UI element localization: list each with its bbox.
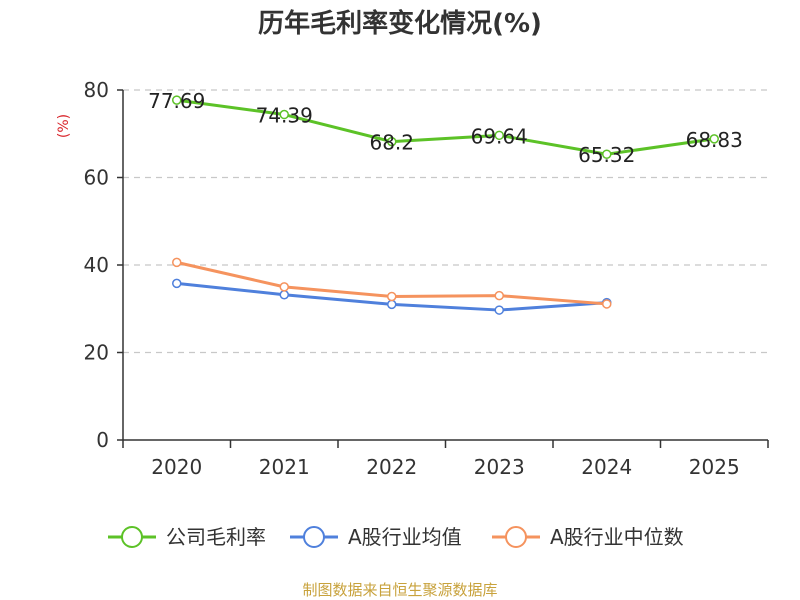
series-group [172,95,719,315]
x-tick-label-2025: 2025 [689,455,740,479]
series-2-point-2022 [387,291,397,302]
series-2-point-2020 [172,257,182,268]
data-label-2025: 68.83 [686,128,743,152]
series-1-point-2022 [387,299,397,310]
legend-label-2: A股行业中位数 [550,525,684,549]
legend-swatch-marker-0 [121,526,143,548]
series-1-point-2020 [172,278,182,289]
source-note: 制图数据来自恒生聚源数据库 [302,581,497,599]
x-tick-label-2022: 2022 [366,455,417,479]
series-0-point-2021 [279,109,289,120]
legend-label-0: 公司毛利率 [166,525,266,549]
series-0-point-2024 [602,149,612,159]
x-tick-label-2023: 2023 [474,455,525,479]
data-label-2022: 68.2 [369,131,414,155]
legend-item-2[interactable]: A股行业中位数 [492,525,684,549]
data-label-2021: 74.39 [256,104,313,128]
y-tick-label-80: 80 [84,78,109,102]
series-0-point-2023 [494,130,504,141]
series-0-point-2022 [387,136,397,147]
series-1-point-2021 [279,290,289,300]
series-line-0 [175,98,716,156]
chart-title: 历年毛利率变化情况(%) [258,8,542,39]
y-axis-label: (%) [56,114,72,138]
legend-swatch-marker-1 [303,526,325,548]
y-tick-label-60: 60 [84,166,109,190]
data-label-2024: 65.32 [578,143,635,167]
legend-item-1[interactable]: A股行业均值 [290,525,462,549]
series-2-point-2023 [494,290,504,301]
series-0-point-2025 [709,134,719,144]
axes: 0 20 40 60 80 2020 2021 2022 2023 2024 2025 [84,78,769,479]
data-label-2020: 77.69 [148,89,205,113]
legend-label-1: A股行业均值 [348,525,462,549]
grid-lines [123,89,768,354]
series-0-point-2020 [172,95,182,105]
y-tick-label-20: 20 [84,341,109,365]
x-tick-label-2024: 2024 [581,455,632,479]
legend-swatch-marker-2 [505,526,527,548]
series-1-point-2023 [494,305,504,315]
x-tick-label-2021: 2021 [259,455,310,479]
legend: 公司毛利率 A股行业均值 A股行业中位数 [108,525,684,549]
data-labels: 77.69 74.39 68.2 69.64 65.32 68.83 [148,89,743,167]
series-2-point-2021 [279,282,289,292]
y-tick-label-0: 0 [96,428,109,452]
series-2-point-2024 [602,299,612,309]
x-tick-label-2020: 2020 [151,455,202,479]
data-label-2023: 69.64 [471,124,528,148]
legend-item-0[interactable]: 公司毛利率 [108,525,266,549]
y-tick-label-40: 40 [84,253,109,277]
